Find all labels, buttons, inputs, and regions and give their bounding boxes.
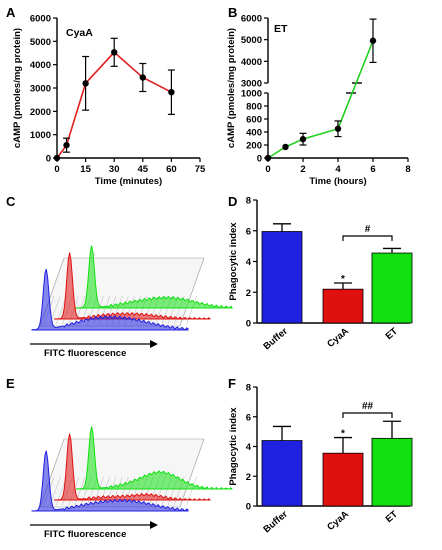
bar-et-D — [371, 252, 413, 324]
histogram-et — [75, 426, 233, 490]
y-tick-label-b: 1000 — [241, 89, 262, 100]
y-tick-label-a: 3000 — [30, 84, 51, 95]
y-tick-label-b: 0 — [257, 154, 262, 165]
data-point-b — [299, 135, 307, 143]
y-tick-label-b: 600 — [246, 115, 262, 126]
x-tick-label-b: 2 — [300, 164, 305, 175]
x-tick-label-b: 8 — [405, 164, 410, 175]
flow-axis-arrowhead — [150, 521, 158, 529]
y-tick-label-a: 4000 — [30, 60, 51, 71]
flow-histogram-e — [30, 426, 233, 529]
x-tick-label-D: Buffer — [261, 326, 290, 353]
y-axis-label-b: cAMP (pmoles/mg protein) — [226, 28, 237, 148]
data-point-a — [168, 89, 175, 96]
flow-histogram-c — [30, 245, 233, 348]
x-tick-label-a: 60 — [166, 164, 177, 175]
data-point-a — [82, 80, 89, 87]
y-axis-label-D: Phagocytic index — [228, 222, 239, 301]
data-point-a — [63, 141, 70, 149]
bar-cyaa-D — [322, 288, 364, 324]
x-tick-label-F: Buffer — [261, 509, 290, 536]
x-tick-label-F: ET — [384, 509, 401, 525]
y-tick-label-a: 1000 — [30, 130, 51, 141]
histogram-et — [75, 245, 233, 309]
data-point-a — [139, 74, 146, 81]
bar-buffer-F — [261, 440, 303, 507]
chart-a-cyaa-time-course: 0 1000 2000 3000 4000 5000 6000 0 15 30 45 60 75 Time… — [12, 14, 206, 188]
y-tick-label-a: 2000 — [30, 107, 51, 118]
flow-axis-arrowhead — [150, 340, 158, 348]
data-point-b — [264, 154, 272, 162]
data-point-b — [282, 143, 289, 151]
bar-cyaa-F — [322, 452, 364, 507]
x-tick-label-a: 75 — [195, 164, 206, 175]
x-tick-label-F: CyaA — [325, 509, 351, 533]
x-axis-label-b: Time (hours) — [309, 176, 366, 187]
histogram-buffer — [31, 450, 189, 512]
x-axis-label-a: Time (minutes) — [95, 176, 162, 187]
x-tick-label-b: 0 — [265, 164, 270, 175]
y-axis-label-F: Phagocytic index — [228, 407, 239, 486]
y-tick-label-F: 8 — [246, 383, 251, 394]
panel-label-b: B — [228, 5, 237, 20]
y-tick-label-b: 400 — [246, 128, 262, 139]
y-axis-label-a: cAMP (pmoles/mg protein) — [12, 28, 23, 148]
y-tick-label-F: 4 — [246, 442, 252, 453]
x-tick-label-D: ET — [384, 326, 401, 342]
y-tick-label-D: 6 — [246, 226, 251, 237]
x-tick-label-a: 15 — [80, 164, 91, 175]
panel-label-c: C — [6, 194, 16, 209]
bar-buffer-D — [261, 231, 303, 324]
panel-label-a: A — [6, 5, 16, 20]
y-tick-label-F: 2 — [246, 472, 251, 483]
y-tick-label-D: 4 — [246, 257, 252, 268]
significance-bracket-D — [342, 235, 393, 241]
significance-star-F: * — [341, 429, 345, 440]
series-line-a — [56, 51, 172, 159]
bar-et-F — [371, 437, 413, 507]
significance-label-F: ## — [362, 401, 374, 412]
y-tick-label-D: 2 — [246, 288, 251, 299]
data-point-b — [334, 125, 342, 132]
data-point-a — [53, 154, 61, 162]
chart-title-b: ET — [274, 23, 288, 35]
x-tick-label-a: 45 — [138, 164, 149, 175]
x-tick-label-a: 0 — [54, 164, 59, 175]
panel-label-d: D — [228, 194, 237, 209]
y-tick-label-b: 200 — [246, 141, 262, 152]
y-tick-label-a: 6000 — [30, 14, 51, 25]
flow-axis-label-c: FITC fluorescence — [44, 348, 126, 359]
y-tick-label-b: 4000 — [241, 57, 262, 68]
x-tick-label-D: CyaA — [325, 326, 351, 350]
panel-label-e: E — [6, 376, 15, 391]
bar-chart-f: 0 2 4 6 8 Phagocytic index Buffer CyaA ET * ## — [228, 383, 413, 536]
bar-chart-d: 0 2 4 6 8 Phagocytic index Buffer CyaA ET * # — [228, 196, 413, 353]
significance-label-D: # — [365, 224, 371, 235]
y-tick-label-F: 0 — [246, 502, 251, 513]
significance-bracket-F — [342, 412, 393, 418]
panel-label-f: F — [228, 376, 236, 391]
series-line-b — [267, 40, 374, 159]
histogram-buffer — [31, 268, 189, 331]
y-tick-label-b: 3000 — [241, 79, 262, 90]
chart-title-a: CyaA — [66, 27, 93, 39]
y-tick-label-b: 800 — [246, 102, 262, 113]
y-tick-label-D: 0 — [246, 319, 251, 330]
y-tick-label-a: 5000 — [30, 37, 51, 48]
y-tick-label-b: 5000 — [241, 35, 262, 46]
y-tick-label-F: 6 — [246, 412, 251, 423]
x-tick-label-a: 30 — [109, 164, 120, 175]
x-tick-label-b: 4 — [335, 164, 341, 175]
significance-star-D: * — [341, 274, 345, 285]
flow-axis-label-e: FITC fluorescence — [44, 529, 126, 540]
data-point-a — [111, 49, 118, 56]
data-point-b — [369, 37, 377, 44]
y-tick-label-D: 8 — [246, 196, 251, 207]
y-tick-label-b: 6000 — [241, 14, 262, 25]
x-tick-label-b: 6 — [370, 164, 375, 175]
y-tick-label-a: 0 — [46, 154, 51, 165]
